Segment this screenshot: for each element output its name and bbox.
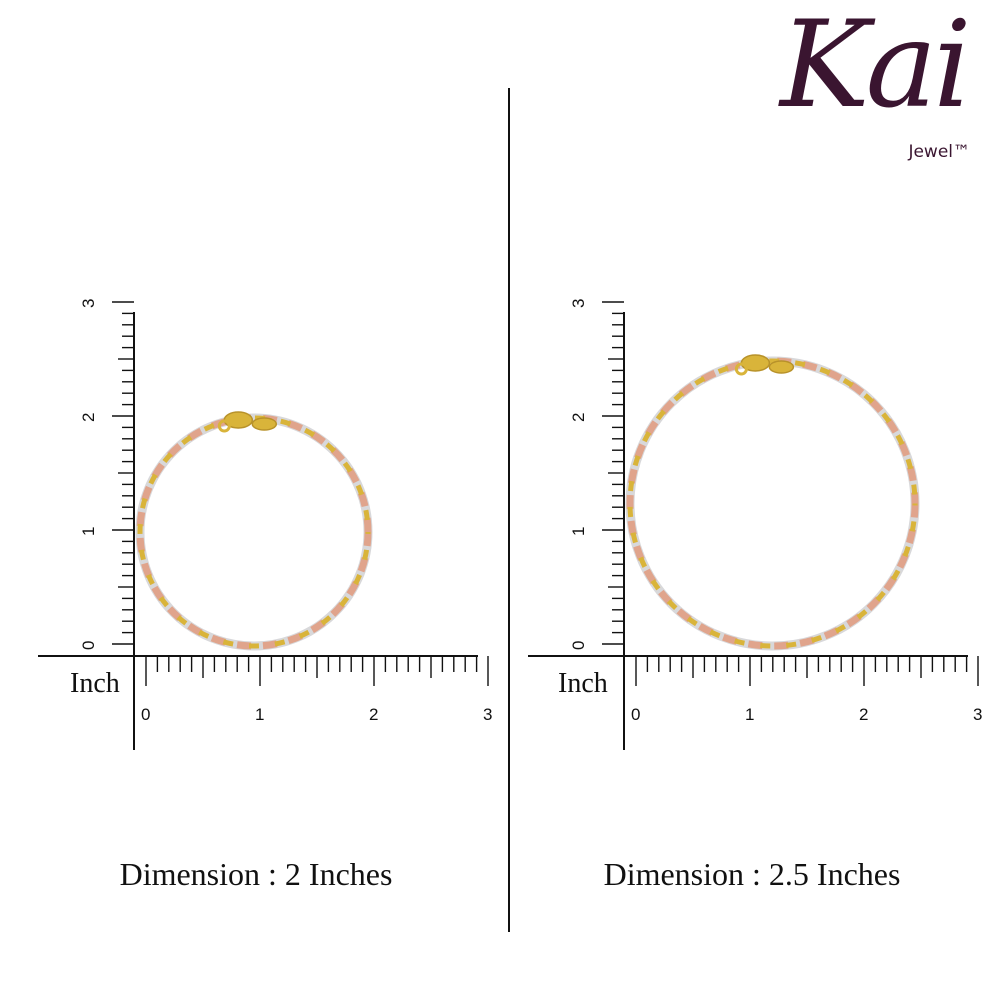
y-tick-label: 0 bbox=[569, 641, 588, 650]
bracelet bbox=[135, 411, 373, 651]
y-tick-label: 3 bbox=[569, 299, 588, 308]
x-tick-label: 1 bbox=[255, 705, 264, 724]
x-tick-label: 2 bbox=[859, 705, 868, 724]
y-tick-label: 1 bbox=[569, 527, 588, 536]
y-tick-label: 3 bbox=[79, 299, 98, 308]
unit-label: Inch bbox=[558, 668, 608, 699]
dimension-caption: Dimension : 2 Inches bbox=[119, 856, 393, 892]
unit-label: Inch bbox=[70, 668, 120, 699]
brand-logo-script: Kai bbox=[780, 0, 972, 135]
clasp-ring bbox=[734, 362, 748, 376]
ruler-2-inch: 0 1 2 3 0 1 2 3 bbox=[38, 299, 492, 750]
panel-2-inch: 0 1 2 3 0 1 2 3 Inch Dimension : 2 Inches bbox=[38, 299, 492, 892]
x-tick-label: 2 bbox=[369, 705, 378, 724]
brand-logo: Kai Jewel™ bbox=[780, 0, 990, 168]
clasp-ring bbox=[217, 419, 231, 433]
x-tick-label: 1 bbox=[745, 705, 754, 724]
bracelet-strand-gold bbox=[627, 358, 918, 649]
bracelet bbox=[625, 354, 920, 651]
dimension-caption: Dimension : 2.5 Inches bbox=[603, 856, 901, 892]
ruler-2-5-inch: 0 1 2 3 0 1 2 3 bbox=[528, 299, 982, 750]
brand-logo-sub: Jewel™ bbox=[908, 142, 970, 162]
clasp-right bbox=[768, 360, 795, 374]
clasp-right bbox=[251, 417, 278, 431]
bracelet-strand-rose bbox=[136, 414, 372, 650]
x-tick-label: 3 bbox=[973, 705, 982, 724]
y-tick-label: 2 bbox=[79, 413, 98, 422]
x-tick-label: 0 bbox=[141, 705, 150, 724]
panel-divider bbox=[508, 88, 510, 932]
bracelet-strand-gold bbox=[137, 415, 371, 649]
y-tick-label: 0 bbox=[79, 641, 98, 650]
y-tick-label: 1 bbox=[79, 527, 98, 536]
y-tick-label: 2 bbox=[569, 413, 588, 422]
panel-2-5-inch: 0 1 2 3 0 1 2 3 Inch Dimension : 2.5 Inches bbox=[490, 0, 990, 1000]
x-tick-label: 3 bbox=[483, 705, 492, 724]
x-tick-label: 0 bbox=[631, 705, 640, 724]
